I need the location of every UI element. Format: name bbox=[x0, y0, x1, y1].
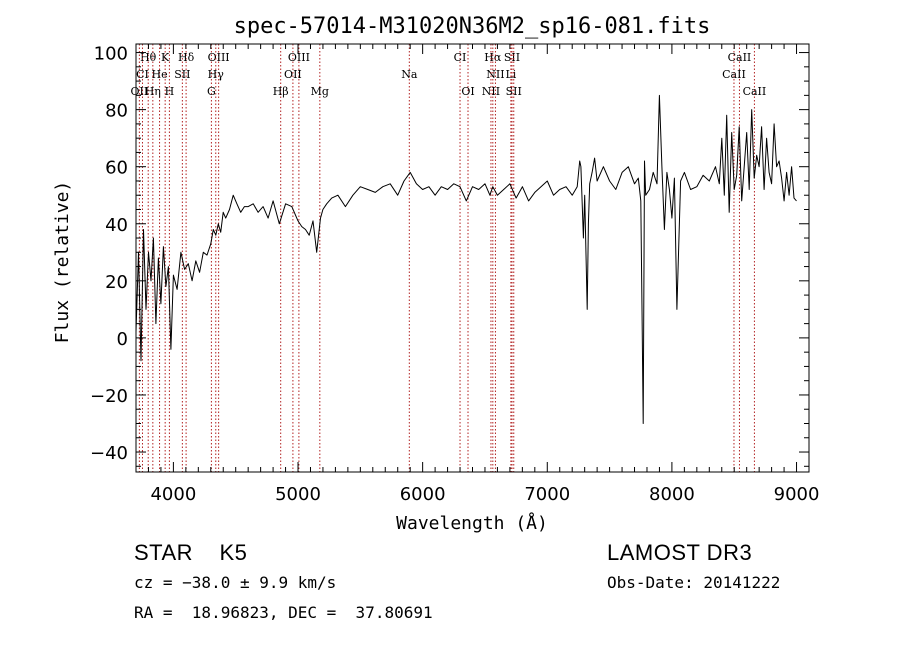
marker-label: OI bbox=[461, 85, 474, 98]
x-tick-label: 4000 bbox=[150, 484, 196, 505]
marker-label: CaII bbox=[728, 51, 752, 64]
marker-label: OIII bbox=[288, 51, 310, 64]
marker-label: OII bbox=[284, 68, 302, 81]
marker-label: CI bbox=[136, 68, 149, 81]
marker-label: K bbox=[161, 51, 170, 64]
marker-label: Hβ bbox=[273, 85, 289, 98]
marker-label: Hθ bbox=[140, 51, 157, 64]
y-tick-label: 80 bbox=[105, 101, 128, 122]
y-tick-label: 40 bbox=[105, 215, 128, 236]
marker-label: CI bbox=[454, 51, 467, 64]
plot-frame bbox=[135, 43, 810, 473]
marker-label: Hδ bbox=[178, 51, 195, 64]
marker-label: Hγ bbox=[208, 68, 225, 81]
observation-date: Obs-Date: 20141222 bbox=[607, 573, 781, 592]
y-tick-label: 100 bbox=[94, 44, 128, 65]
marker-label: G bbox=[207, 85, 216, 98]
marker-label: Mg bbox=[311, 85, 329, 98]
series-line-spectrum bbox=[135, 94, 797, 424]
y-tick-label: −20 bbox=[90, 386, 128, 407]
marker-label: NII bbox=[482, 85, 500, 98]
marker-label: Na bbox=[401, 68, 418, 81]
marker-label: SII bbox=[506, 85, 522, 98]
x-tick-label: 7000 bbox=[524, 484, 570, 505]
chart-title: spec-57014-M31020N36M2_sp16-081.fits bbox=[234, 14, 711, 39]
x-tick-label: 6000 bbox=[400, 484, 446, 505]
marker-label: Hη bbox=[145, 85, 161, 98]
x-axis: 4000 5000 6000 7000 8000 9000 bbox=[135, 44, 820, 505]
marker-label: OII bbox=[131, 85, 149, 98]
y-tick-label: 0 bbox=[117, 329, 128, 350]
series-group bbox=[135, 94, 797, 424]
x-axis-label: Wavelength (Å) bbox=[396, 512, 548, 534]
y-axis: −40 −20 0 20 40 60 80 100 bbox=[90, 44, 809, 467]
x-tick-label: 5000 bbox=[275, 484, 321, 505]
marker-label: CaII bbox=[722, 68, 746, 81]
survey-name: LAMOST DR3 bbox=[607, 540, 753, 565]
coordinates: RA = 18.96823, DEC = 37.80691 bbox=[134, 603, 433, 622]
y-tick-label: 60 bbox=[105, 158, 128, 179]
marker-label: H bbox=[165, 85, 175, 98]
marker-label: Hα bbox=[484, 51, 502, 64]
x-tick-label: 8000 bbox=[649, 484, 695, 505]
object-class: STAR K5 bbox=[134, 540, 248, 565]
redshift-velocity: cz = −38.0 ± 9.9 km/s bbox=[134, 573, 337, 592]
y-tick-label: 20 bbox=[105, 272, 128, 293]
x-tick-label: 9000 bbox=[774, 484, 820, 505]
marker-label: NII bbox=[486, 68, 504, 81]
marker-label: He bbox=[152, 68, 168, 81]
marker-label: Li bbox=[505, 68, 516, 81]
marker-label: CaII bbox=[743, 85, 767, 98]
y-tick-label: −40 bbox=[90, 443, 128, 464]
marker-label: SII bbox=[174, 68, 190, 81]
y-axis-label: Flux (relative) bbox=[52, 181, 73, 344]
marker-label: SII bbox=[504, 51, 520, 64]
marker-label: OIII bbox=[208, 51, 230, 64]
